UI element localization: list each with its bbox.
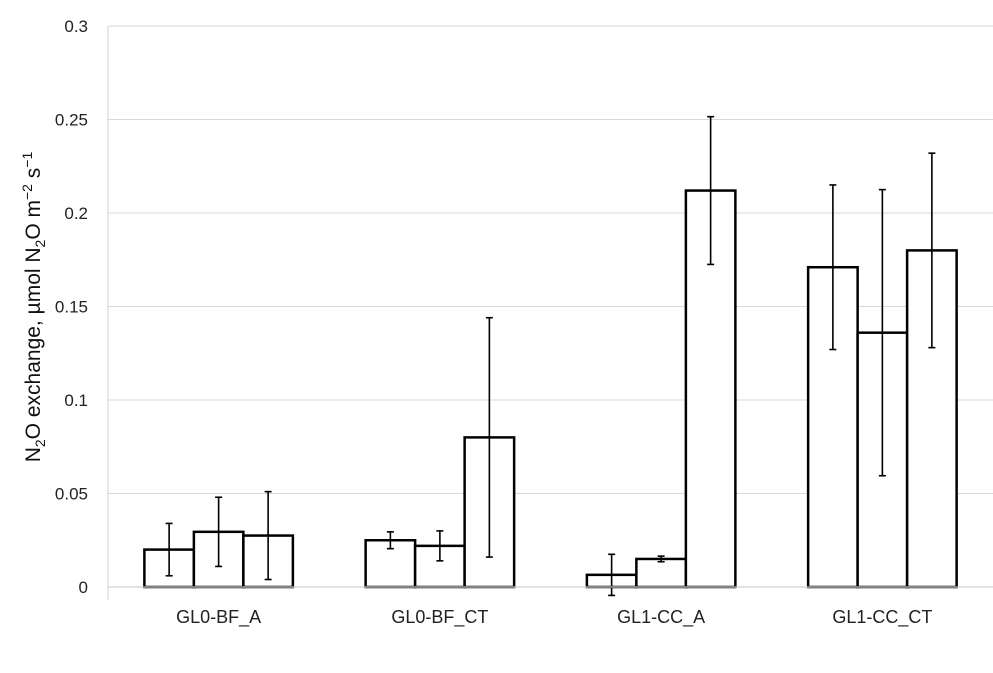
error-bar [928,152,936,349]
y-tick-label: 0 [79,578,88,597]
bar [635,557,688,589]
error-bar [608,553,616,597]
error-bar [657,555,665,563]
y-tick-label: 0.3 [64,17,88,36]
error-bar [165,522,173,577]
x-category-label: GL0-BF_CT [391,607,488,628]
x-category-label: GL1-CC_A [617,607,705,628]
y-tick-label: 0.15 [55,298,88,317]
error-bar [386,531,394,550]
x-category-label: GL1-CC_CT [832,607,932,628]
error-bar [436,530,444,562]
error-bar [264,490,272,581]
x-category-labels: GL0-BF_A GL0-BF_CT GL1-CC_A GL1-CC_CT [176,607,932,628]
y-tick-labels: 0 0.05 0.1 0.15 0.2 0.25 0.3 [55,17,88,597]
error-bar [829,184,837,351]
error-bar [878,188,886,477]
bars-group [143,189,958,589]
y-tick-label: 0.25 [55,111,88,130]
y-tick-label: 0.05 [55,485,88,504]
x-category-label: GL0-BF_A [176,607,261,628]
y-tick-label: 0.1 [64,391,88,410]
y-tick-label: 0.2 [64,204,88,223]
error-bars-group [165,115,936,597]
error-bar [215,496,223,568]
error-bar [707,115,715,266]
error-bar [485,316,493,558]
y-axis-label: N2O exchange, µmol N2O m−2 s−1 [19,152,48,463]
axes [107,26,993,600]
